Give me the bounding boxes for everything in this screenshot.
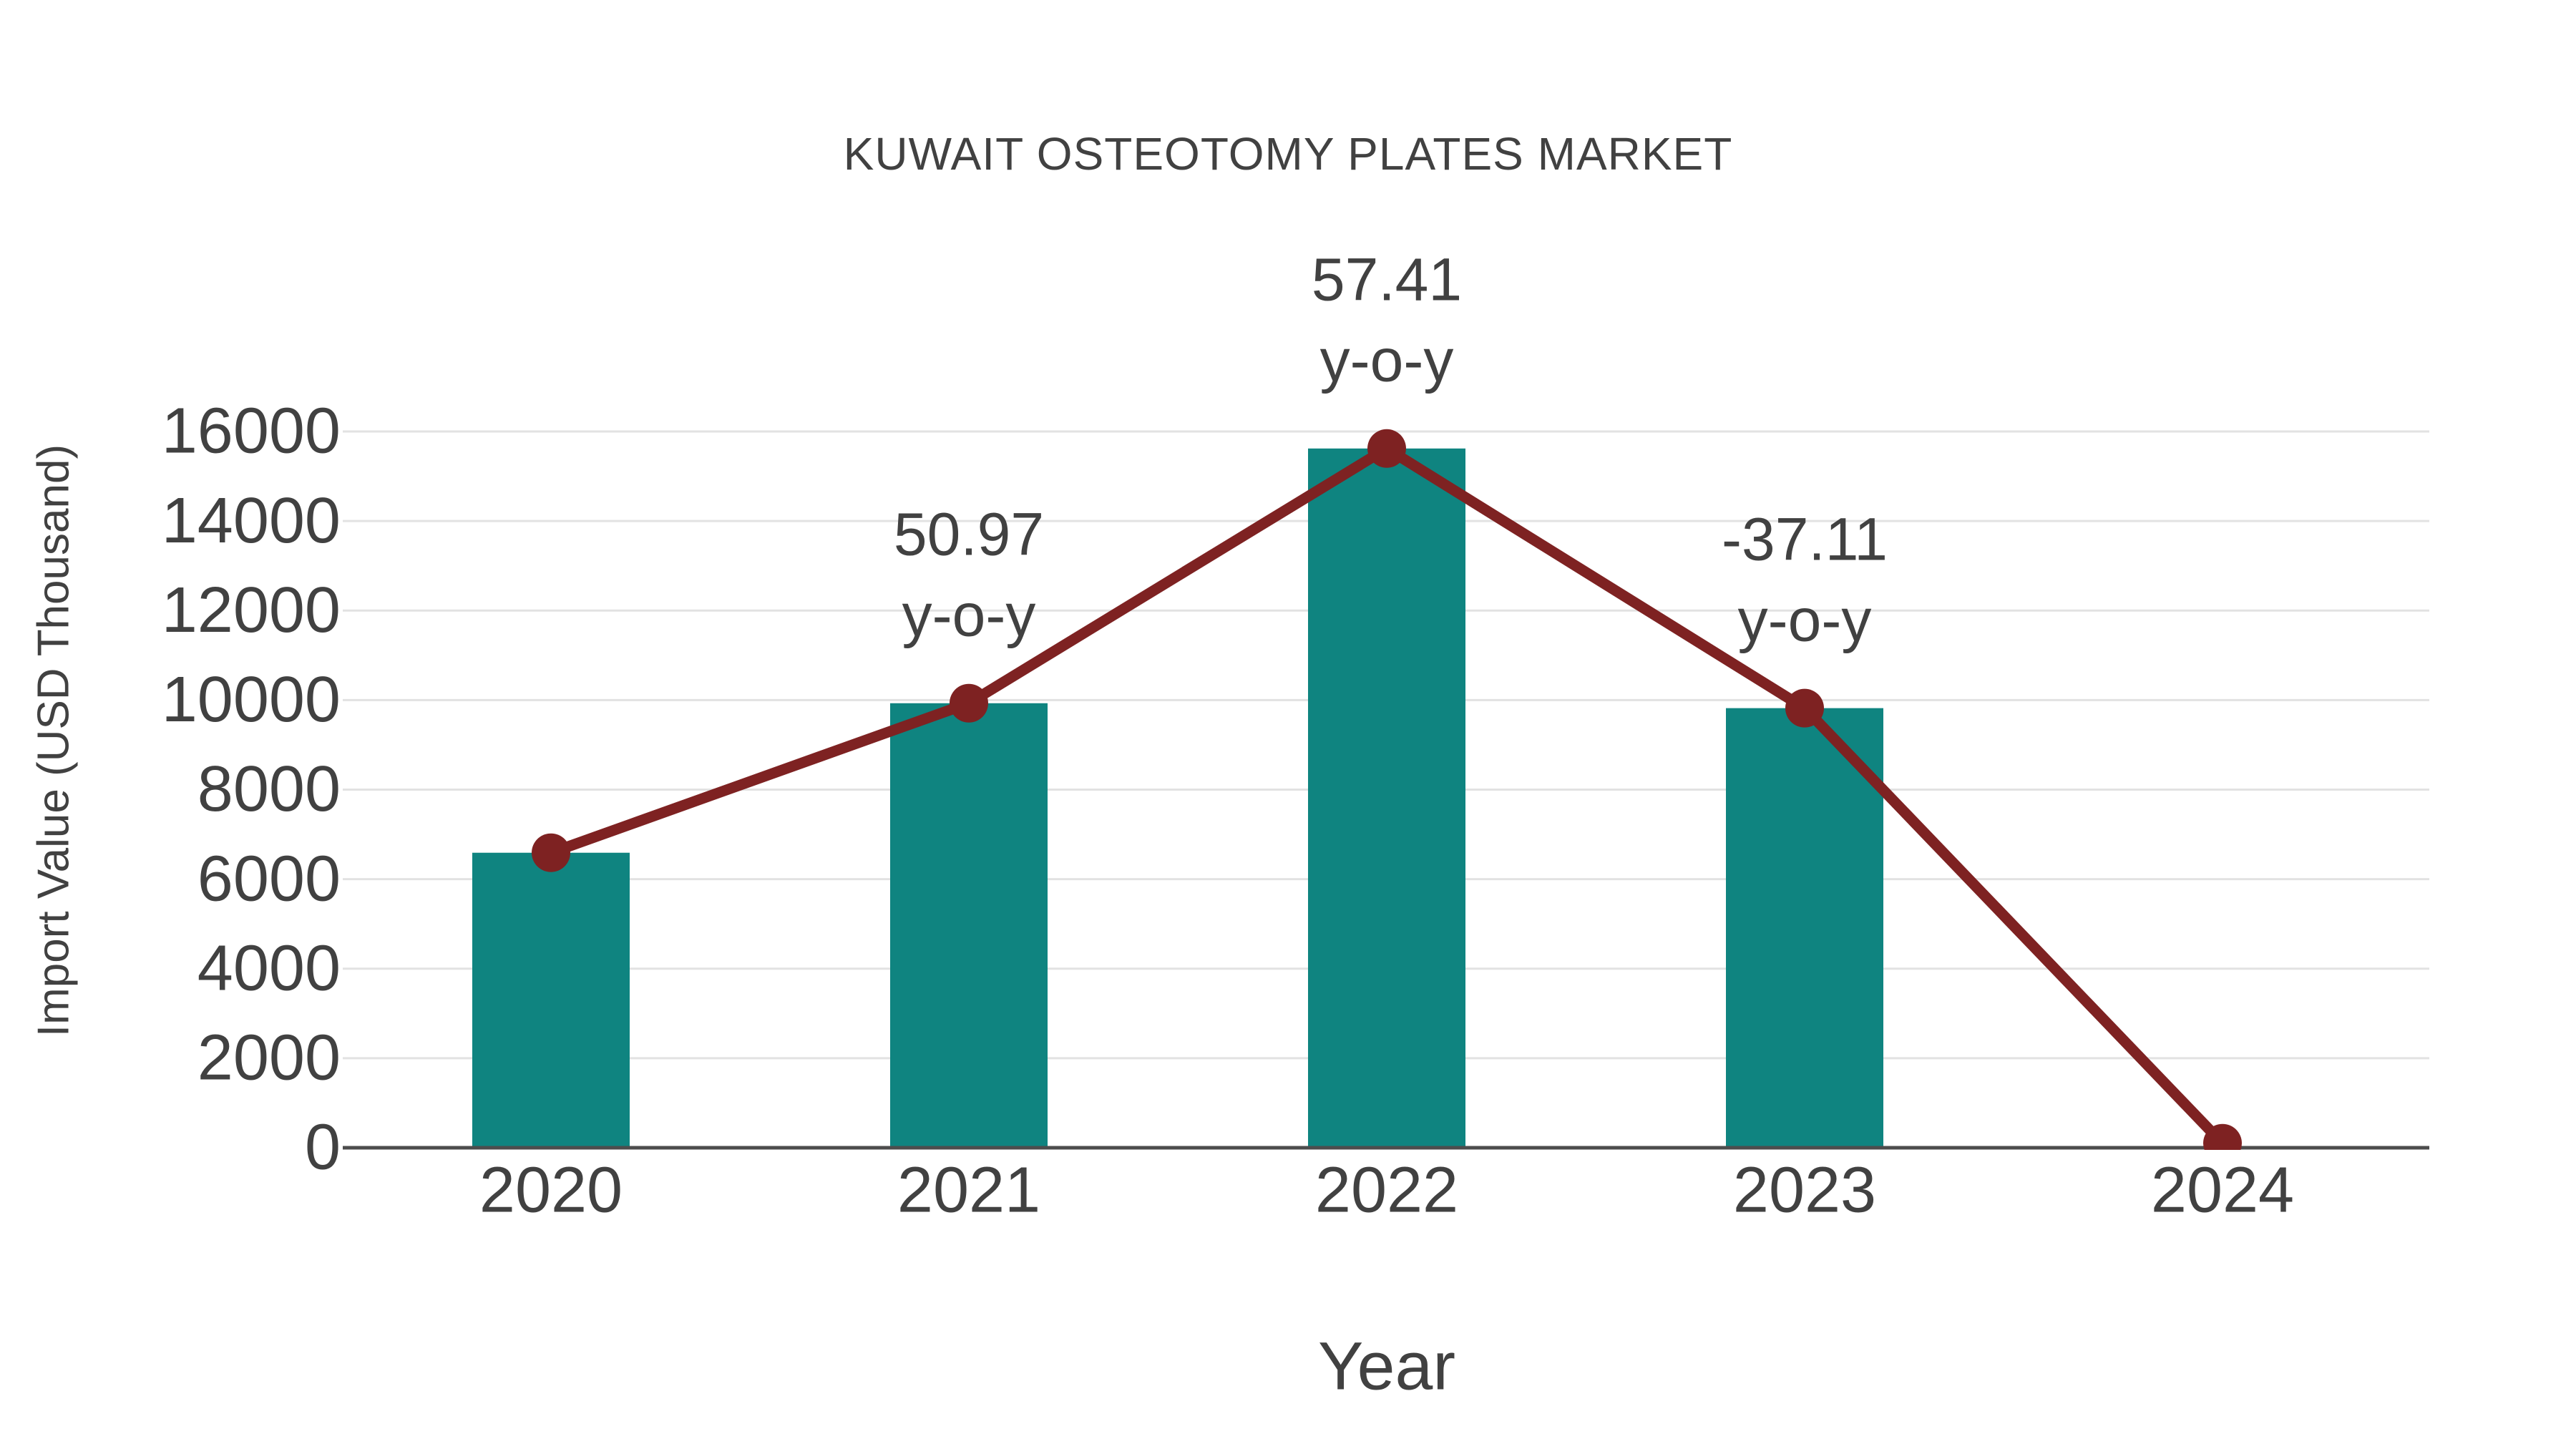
- bar-2022: [1308, 448, 1465, 1148]
- y-tick-label-8000: 8000: [197, 753, 341, 825]
- y-tick-label-14000: 14000: [162, 485, 341, 557]
- yoy-value-2022: 57.41: [1312, 245, 1462, 313]
- x-tick-label-2021: 2021: [897, 1155, 1040, 1226]
- data-point-2021: [950, 683, 988, 723]
- trend-line-layer: [532, 429, 2242, 1150]
- bar-2023: [1726, 708, 1883, 1148]
- y-tick-label-6000: 6000: [197, 843, 341, 914]
- yoy-suffix-2022: y-o-y: [1320, 326, 1454, 394]
- x-tick-label-2024: 2024: [2151, 1155, 2294, 1226]
- y-tick-label-2000: 2000: [197, 1023, 341, 1094]
- y-tick-label-4000: 4000: [197, 932, 341, 1004]
- y-tick-labels: 0 2000 4000 6000 8000 10000 12000 14000 16000: [162, 396, 341, 1184]
- yoy-suffix-2023: y-o-y: [1738, 586, 1872, 653]
- chart-title: KUWAIT OSTEOTOMY PLATES MARKET: [844, 128, 1733, 180]
- x-tick-label-2023: 2023: [1733, 1155, 1876, 1226]
- x-axis-title: Year: [1318, 1328, 1455, 1404]
- y-tick-label-0: 0: [305, 1112, 341, 1184]
- yoy-annotations: 50.97 y-o-y 57.41 y-o-y -37.11 y-o-y: [894, 245, 1888, 653]
- data-point-2024: [2203, 1123, 2242, 1150]
- y-tick-label-16000: 16000: [162, 396, 341, 467]
- x-tick-labels: 2020 2021 2022 2023 2024: [479, 1155, 2294, 1226]
- y-axis-title: Import Value (USD Thousand): [29, 444, 78, 1037]
- bars-layer: [472, 448, 1883, 1148]
- bar-2021: [890, 703, 1048, 1148]
- data-point-2023: [1785, 688, 1824, 728]
- x-tick-label-2020: 2020: [479, 1155, 623, 1226]
- data-point-2020: [532, 833, 570, 872]
- yoy-value-2023: -37.11: [1722, 505, 1888, 572]
- x-tick-label-2022: 2022: [1315, 1155, 1458, 1226]
- y-tick-label-10000: 10000: [162, 664, 341, 736]
- bar-2020: [472, 852, 630, 1148]
- y-tick-label-12000: 12000: [162, 575, 341, 646]
- data-point-2022: [1367, 429, 1406, 468]
- yoy-value-2021: 50.97: [894, 500, 1044, 567]
- yoy-suffix-2021: y-o-y: [902, 581, 1036, 648]
